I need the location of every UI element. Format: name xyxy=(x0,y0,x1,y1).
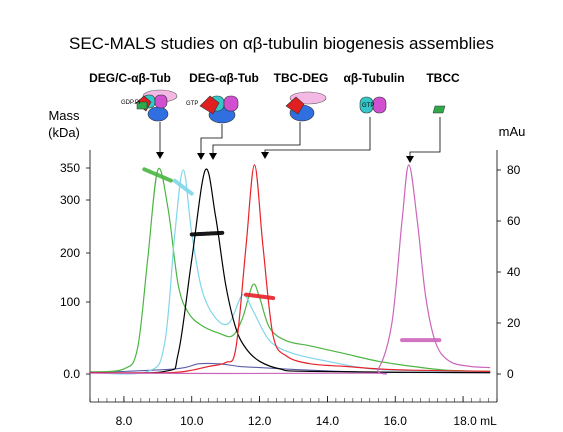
x-minor-ticks xyxy=(89,398,498,402)
complex-icon-deg-c-tub: GDP.Pi xyxy=(121,89,178,122)
mass-trace-tbc-deg xyxy=(189,230,225,237)
left-tick-label: 200 xyxy=(60,246,80,260)
legend-label-deg-tub: DEG-αβ-Tub xyxy=(189,71,259,85)
x-tick-label: 18.0 mL xyxy=(453,414,497,428)
complex-icon-tbcc xyxy=(432,105,446,114)
left-tick-label: 300 xyxy=(60,193,80,207)
complex-icon-tbc-deg xyxy=(285,91,327,122)
nucleotide-label-gtp-2: GTP xyxy=(362,103,374,109)
peak-arrows xyxy=(156,117,441,163)
x-tick-label: 12.0 xyxy=(248,414,272,428)
nucleotide-label-gdp: GDP.Pi xyxy=(121,100,140,106)
complex-icon-deg-tub: GTP xyxy=(186,95,239,124)
right-tick-label: 80 xyxy=(507,163,521,177)
mass-trace-ab-tubulin xyxy=(244,292,276,301)
left-axis-title-line2: (kDa) xyxy=(48,125,80,140)
left-axis-ticks: 0.0 100 200 300 350 xyxy=(60,161,90,381)
x-tick-label: 10.0 xyxy=(180,414,204,428)
right-tick-label: 0 xyxy=(507,367,514,381)
right-axis-ticks: 0 20 40 60 80 xyxy=(497,163,521,381)
x-tick-label: 8.0 xyxy=(116,414,133,428)
left-tick-label: 350 xyxy=(60,161,80,175)
uv-curve-deg-tub xyxy=(89,169,491,375)
x-tick-label: 14.0 xyxy=(316,414,340,428)
legend-label-tbcc: TBCC xyxy=(426,71,460,85)
right-axis-title: mAu xyxy=(499,124,526,139)
arrowhead-tbcc xyxy=(406,156,414,163)
legend-label-ab-tubulin: αβ-Tubulin xyxy=(343,71,404,85)
arrow-line-deg-tub xyxy=(200,124,223,153)
uv-curve-tbc-deg xyxy=(89,168,491,374)
arrowhead-tbc-deg xyxy=(209,153,217,160)
uv-curve-ab-tubulin xyxy=(89,164,491,374)
arrowhead-deg-tub xyxy=(197,153,205,160)
right-tick-label: 60 xyxy=(507,214,521,228)
mass-trace-deg-tub xyxy=(172,178,194,196)
arrow-line-tbcc xyxy=(409,117,441,156)
left-axis-title-line1: Mass xyxy=(48,108,80,123)
arrow-line-ab-tubulin xyxy=(264,117,371,153)
nucleotide-label-gtp-1: GTP xyxy=(186,101,198,107)
mass-traces xyxy=(142,167,442,343)
arrow-line-tbc-deg xyxy=(212,122,301,153)
x-axis-ticks: 8.0 10.0 12.0 14.0 16.0 18.0 mL xyxy=(116,396,497,428)
legend-label-deg-c-tub: DEG/C-αβ-Tub xyxy=(89,71,171,85)
uv-curves xyxy=(89,164,491,375)
legend-label-tbc-deg: TBC-DEG xyxy=(274,71,329,85)
left-tick-label: 0.0 xyxy=(63,367,80,381)
uv-curve-tbcc xyxy=(89,164,491,375)
legend: DEG/C-αβ-Tub DEG-αβ-Tub TBC-DEG αβ-Tubul… xyxy=(89,71,460,124)
right-tick-label: 40 xyxy=(507,265,521,279)
uv-curve-deg-c-tub xyxy=(89,167,491,373)
left-tick-label: 100 xyxy=(60,295,80,309)
complex-icon-ab-tubulin: GTP xyxy=(359,96,387,114)
chart-title: SEC-MALS studies on αβ-tubulin biogenesi… xyxy=(69,34,494,53)
right-tick-label: 20 xyxy=(507,316,521,330)
plot-frame xyxy=(89,150,498,403)
mass-trace-deg-c-tub xyxy=(142,167,174,183)
arrowhead-deg-c-tub xyxy=(156,152,164,159)
x-tick-label: 16.0 xyxy=(384,414,408,428)
arrowhead-ab-tubulin xyxy=(261,152,269,159)
